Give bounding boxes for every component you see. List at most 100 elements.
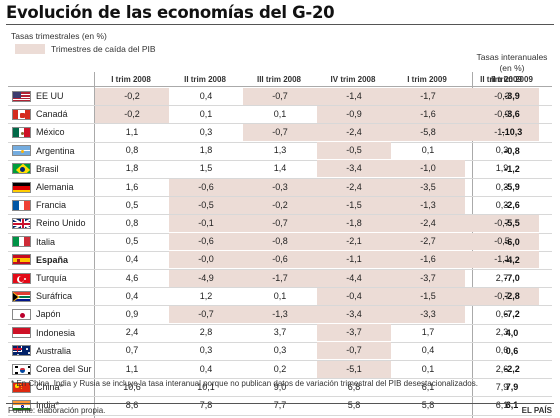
footnote: * En China, India y Rusia se incluye la … bbox=[11, 379, 478, 388]
value-cell: -0,2 bbox=[95, 87, 169, 105]
it-flag-icon bbox=[12, 236, 31, 248]
row-divider bbox=[8, 396, 552, 398]
value-cell: 1,7 bbox=[421, 327, 435, 338]
value-cell: -4,9 bbox=[169, 269, 243, 287]
value-cell: -0,2 bbox=[95, 105, 169, 123]
annual-rate-cell: -2,2 bbox=[504, 364, 520, 374]
id-flag-icon bbox=[12, 327, 31, 339]
value-cell: 10,6 bbox=[123, 381, 141, 392]
country-label: China* bbox=[36, 382, 64, 393]
value-cell: -0,4 bbox=[317, 287, 391, 305]
es-flag-icon bbox=[12, 254, 31, 266]
value-cell: 0,1 bbox=[273, 290, 287, 301]
row-divider bbox=[8, 378, 552, 380]
chart-subtitle: Tasas trimestrales (en %) bbox=[11, 31, 107, 41]
value-cell: 2,8 bbox=[199, 327, 213, 338]
value-cell: 0,1 bbox=[421, 363, 435, 374]
annual-rate-cell: -7,0 bbox=[504, 273, 520, 283]
country-label: Francia bbox=[36, 200, 67, 211]
bottom-rule bbox=[6, 403, 554, 404]
value-cell: 5,8 bbox=[347, 399, 361, 410]
country-label: España bbox=[36, 254, 69, 265]
country-label: Turquía bbox=[36, 273, 67, 283]
value-cell: -3,4 bbox=[317, 305, 391, 324]
row-divider bbox=[8, 360, 552, 361]
value-cell: 3,7 bbox=[273, 327, 287, 338]
fr-flag-icon bbox=[12, 199, 31, 211]
value-cell: 0,4 bbox=[125, 290, 139, 301]
value-cell: 1,4 bbox=[273, 163, 287, 174]
ar-flag-icon bbox=[12, 145, 31, 157]
kr-flag-icon bbox=[12, 363, 31, 375]
value-cell: -0,7 bbox=[243, 123, 317, 142]
value-cell: 0,3 bbox=[199, 345, 213, 356]
value-cell: -0,7 bbox=[317, 342, 391, 360]
annual-rate-cell: -1,2 bbox=[504, 163, 520, 174]
country-label: Reino Unido bbox=[36, 218, 86, 229]
annual-rate-cell: -2,6 bbox=[504, 200, 520, 211]
value-cell: 6,1 bbox=[495, 399, 509, 410]
value-cell: 0,2 bbox=[273, 363, 287, 374]
value-cell: -3,3 bbox=[391, 305, 465, 324]
value-cell: 1,8 bbox=[199, 145, 213, 156]
value-cell: -3,7 bbox=[391, 269, 465, 287]
annual-rate-cell: -0,8 bbox=[504, 145, 520, 156]
value-cell: 2,3 bbox=[495, 327, 509, 338]
value-cell: -5,1 bbox=[317, 360, 391, 378]
value-cell: -0,9 bbox=[317, 105, 391, 123]
value-cell: 0,3 bbox=[495, 145, 509, 156]
value-cell: 0,7 bbox=[125, 345, 139, 356]
value-cell: -0,5 bbox=[317, 142, 391, 160]
value-cell: -0,1 bbox=[169, 214, 243, 233]
value-cell: 1,8 bbox=[125, 163, 139, 174]
value-cell: -0,6 bbox=[169, 233, 243, 251]
value-cell: -1,0 bbox=[391, 160, 465, 178]
annual-rate-cell: -5,5 bbox=[504, 218, 520, 229]
value-cell: 0,4 bbox=[421, 345, 435, 356]
value-cell: -1,3 bbox=[391, 196, 465, 214]
annual-rate-cell: 7,9 bbox=[505, 382, 519, 393]
value-cell: -2,4 bbox=[317, 178, 391, 196]
value-cell: -1,8 bbox=[317, 214, 391, 233]
value-cell: 6,8 bbox=[347, 381, 361, 392]
country-label: Japón bbox=[36, 309, 61, 320]
cn-flag-icon bbox=[12, 381, 31, 393]
value-cell: -1,6 bbox=[391, 251, 465, 269]
top-rule bbox=[6, 24, 554, 25]
value-cell: 0,3 bbox=[495, 199, 509, 210]
in-flag-icon bbox=[12, 399, 31, 411]
value-cell: -0,7 bbox=[465, 214, 539, 233]
value-cell: 1,2 bbox=[199, 290, 213, 301]
value-cell: -2,4 bbox=[391, 214, 465, 233]
value-cell: 10,1 bbox=[197, 381, 215, 392]
au-flag-icon bbox=[12, 345, 31, 357]
value-cell: -1,7 bbox=[243, 269, 317, 287]
value-cell: -1,4 bbox=[317, 87, 391, 105]
value-cell: 8,6 bbox=[125, 399, 139, 410]
country-label: México bbox=[36, 127, 65, 138]
country-label: India* bbox=[36, 400, 60, 411]
row-divider bbox=[8, 341, 552, 343]
value-cell: -4,4 bbox=[317, 269, 391, 287]
annual-rate-cell: -7,2 bbox=[504, 309, 520, 320]
value-cell: 7,9 bbox=[495, 381, 509, 392]
value-cell: -2,7 bbox=[391, 233, 465, 251]
value-cell: 0,4 bbox=[199, 363, 213, 374]
value-cell: -0,7 bbox=[169, 305, 243, 324]
annual-rate-cell: -3,9 bbox=[504, 91, 520, 101]
value-cell: -1,7 bbox=[391, 87, 465, 105]
column-header: II trim 2008 bbox=[184, 75, 226, 84]
row-divider bbox=[8, 105, 552, 107]
value-cell: -1,5 bbox=[317, 196, 391, 214]
value-cell: -3,5 bbox=[391, 178, 465, 196]
value-cell: 2,7 bbox=[495, 272, 509, 283]
za-flag-icon bbox=[12, 290, 31, 302]
value-cell: -3,7 bbox=[317, 324, 391, 342]
value-cell: 0,6 bbox=[495, 308, 509, 319]
annual-rate-cell: -10,9 bbox=[472, 415, 552, 418]
value-cell: 2,4 bbox=[125, 327, 139, 338]
value-cell: -0,7 bbox=[465, 287, 539, 305]
value-cell: 0,8 bbox=[125, 145, 139, 156]
value-cell: 0,9 bbox=[125, 308, 139, 319]
value-cell: 1,3 bbox=[273, 145, 287, 156]
